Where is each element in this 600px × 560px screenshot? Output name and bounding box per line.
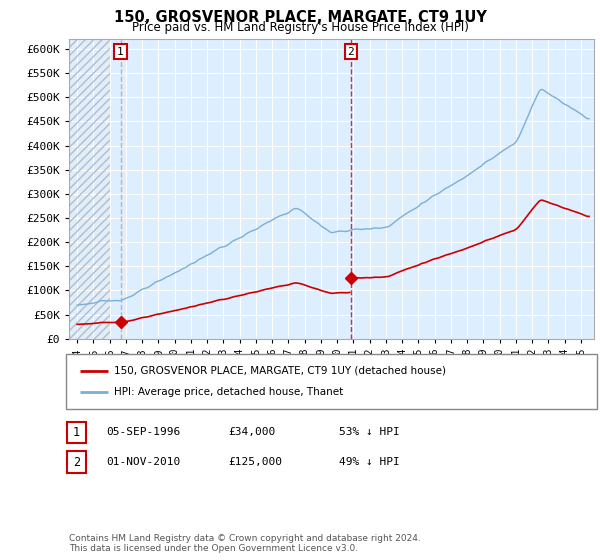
Text: Contains HM Land Registry data © Crown copyright and database right 2024.
This d: Contains HM Land Registry data © Crown c… <box>69 534 421 553</box>
Text: 150, GROSVENOR PLACE, MARGATE, CT9 1UY (detached house): 150, GROSVENOR PLACE, MARGATE, CT9 1UY (… <box>114 366 446 376</box>
Text: HPI: Average price, detached house, Thanet: HPI: Average price, detached house, Than… <box>114 387 343 397</box>
Text: 1: 1 <box>73 426 80 439</box>
Text: Price paid vs. HM Land Registry's House Price Index (HPI): Price paid vs. HM Land Registry's House … <box>131 21 469 34</box>
Text: 49% ↓ HPI: 49% ↓ HPI <box>339 457 400 467</box>
Text: 2: 2 <box>73 455 80 469</box>
Text: 150, GROSVENOR PLACE, MARGATE, CT9 1UY: 150, GROSVENOR PLACE, MARGATE, CT9 1UY <box>113 10 487 25</box>
Text: £34,000: £34,000 <box>228 427 275 437</box>
Text: 2: 2 <box>347 46 354 57</box>
Text: 1: 1 <box>117 46 124 57</box>
Text: 53% ↓ HPI: 53% ↓ HPI <box>339 427 400 437</box>
Text: 05-SEP-1996: 05-SEP-1996 <box>106 427 181 437</box>
Text: £125,000: £125,000 <box>228 457 282 467</box>
Text: 01-NOV-2010: 01-NOV-2010 <box>106 457 181 467</box>
